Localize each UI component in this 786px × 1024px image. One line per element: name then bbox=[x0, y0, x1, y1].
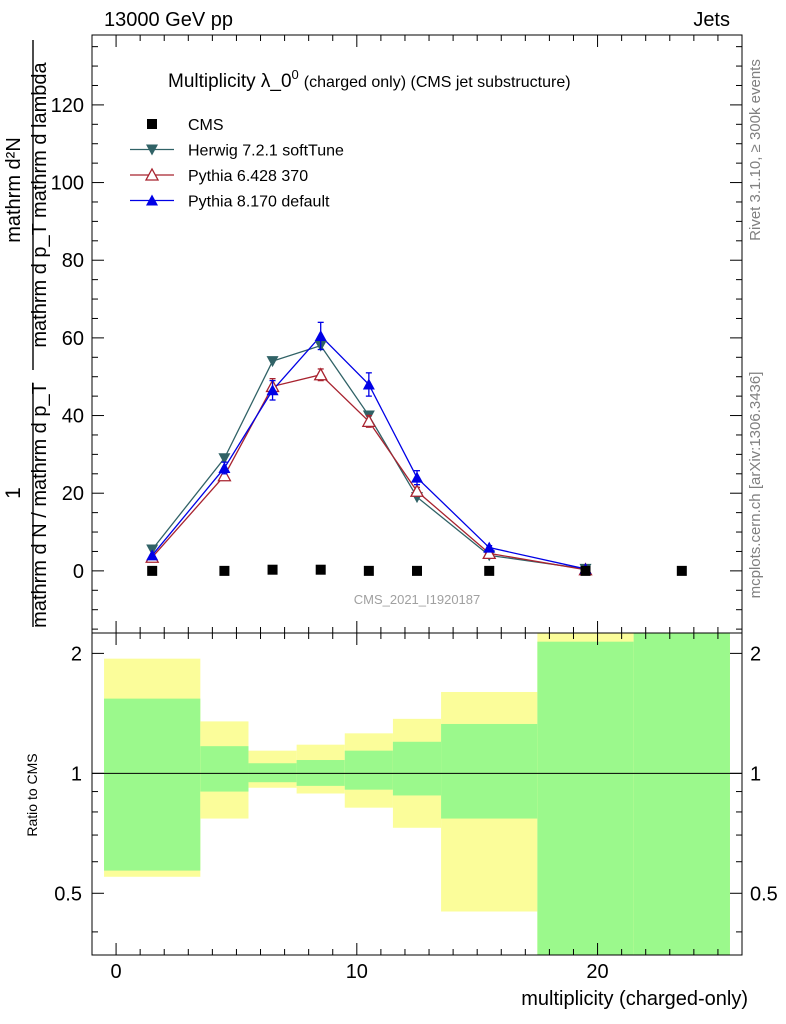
cms-point-6 bbox=[484, 565, 495, 576]
series-line-3 bbox=[151, 334, 586, 570]
y-tick-label: 20 bbox=[62, 483, 84, 505]
ratio-y-tick-label-right: 1 bbox=[750, 763, 761, 785]
cms-point-4 bbox=[363, 565, 374, 576]
category-label: Jets bbox=[693, 9, 730, 31]
ratio-y-tick-label: 1 bbox=[71, 763, 82, 785]
ratio-plot bbox=[91, 632, 743, 956]
y-tick-label: 120 bbox=[51, 95, 84, 117]
ylabel-prefactor-num: 1 bbox=[2, 487, 25, 499]
data-point-s1-2 bbox=[266, 356, 279, 368]
y-tick-label: 60 bbox=[62, 328, 84, 350]
data-point-s3-0 bbox=[146, 549, 159, 561]
chart-subtitle: (charged only) (CMS jet substructure) bbox=[304, 74, 571, 91]
cms-point-1 bbox=[219, 565, 230, 576]
ratio-y-tick-label-right: 0.5 bbox=[750, 883, 778, 905]
data-point-s3-6 bbox=[483, 541, 496, 553]
cms-point-2 bbox=[267, 564, 278, 575]
y-tick-label: 40 bbox=[62, 406, 84, 428]
ylabel-denominator: mathrm d p_T mathrm d lambda bbox=[29, 61, 51, 347]
legend-marker-1 bbox=[146, 144, 158, 156]
chart-title: Multiplicity λ_00 (charged only) (CMS jet… bbox=[168, 67, 571, 92]
rivet-label: Rivet 3.1.10, ≥ 300k events bbox=[747, 59, 764, 241]
stat-band-6 bbox=[441, 723, 538, 819]
data-point-s2-3 bbox=[313, 367, 328, 381]
data-point-s3-2 bbox=[266, 384, 279, 396]
analysis-label: CMS_2021_I1920187 bbox=[354, 592, 481, 607]
stat-band-5 bbox=[392, 741, 442, 796]
ylabel-prefactor-den: mathrm d N / mathrm d p_T bbox=[29, 382, 51, 628]
ratio-y-tick-label: 0.5 bbox=[54, 883, 82, 905]
series-line-2 bbox=[151, 374, 586, 571]
mcplots-label: mcplots.cern.ch [arXiv:1306.3436] bbox=[747, 372, 764, 599]
stat-band-4 bbox=[344, 750, 393, 790]
series-line-1 bbox=[151, 344, 586, 570]
legend-marker-0 bbox=[147, 119, 157, 129]
cms-point-5 bbox=[412, 565, 422, 576]
data-point-s2-5 bbox=[409, 483, 425, 497]
ratio-bands bbox=[92, 633, 742, 955]
ratio-ylabel: Ratio to CMS bbox=[24, 753, 40, 836]
data-point-s3-4 bbox=[362, 378, 375, 390]
data-point-s1-1 bbox=[218, 453, 231, 465]
y-tick-label: 0 bbox=[73, 561, 84, 583]
chart-title-superscript: 0 bbox=[292, 67, 299, 82]
x-axis-label: multiplicity (charged-only) bbox=[521, 988, 748, 1010]
stat-band-2 bbox=[248, 763, 297, 783]
y-tick-label: 100 bbox=[51, 173, 84, 195]
ratio-frame bbox=[91, 632, 743, 956]
y-tick-label: 80 bbox=[62, 250, 84, 272]
data-point-s2-1 bbox=[217, 468, 232, 482]
ylabel-numerator: mathrm d²N bbox=[3, 137, 25, 243]
stat-band-0 bbox=[104, 698, 201, 871]
cms-point-0 bbox=[147, 565, 158, 576]
legend-marker-3 bbox=[146, 194, 158, 206]
legend-label-3: Pythia 8.170 default bbox=[188, 194, 330, 211]
data-point-s3-5 bbox=[411, 471, 423, 483]
cms-point-8 bbox=[676, 565, 687, 576]
main-plot bbox=[91, 34, 743, 955]
legend-marker-2 bbox=[144, 167, 160, 181]
stat-band-1 bbox=[200, 746, 249, 792]
stat-band-7 bbox=[537, 641, 634, 955]
data-point-s2-4 bbox=[361, 414, 376, 428]
ratio-y-tick-label-right: 2 bbox=[750, 643, 761, 665]
legend-label-0: CMS bbox=[188, 117, 224, 134]
x-tick-label: 20 bbox=[586, 961, 608, 983]
energy-label: 13000 GeV pp bbox=[104, 9, 233, 31]
legend-label-1: Herwig 7.2.1 softTune bbox=[188, 143, 344, 160]
x-tick-label: 0 bbox=[111, 961, 122, 983]
x-tick-label: 10 bbox=[346, 961, 368, 983]
data-point-s3-1 bbox=[218, 461, 231, 473]
cms-point-7 bbox=[580, 565, 591, 576]
cms-point-3 bbox=[315, 564, 326, 575]
ratio-y-tick-label: 2 bbox=[71, 643, 82, 665]
data-point-s3-3 bbox=[314, 329, 327, 341]
stat-band-8 bbox=[633, 633, 730, 955]
data-point-s2-6 bbox=[482, 546, 497, 560]
legend-label-2: Pythia 6.428 370 bbox=[188, 168, 308, 185]
